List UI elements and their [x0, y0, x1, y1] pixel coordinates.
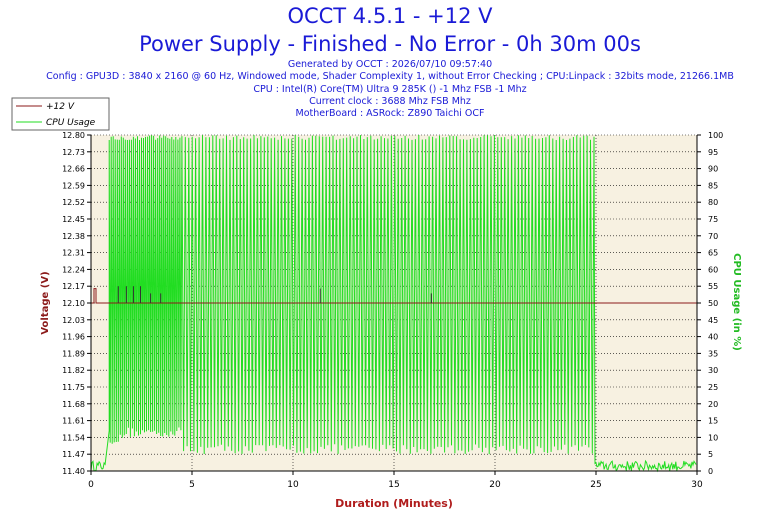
tick-label-left: 11.47 [62, 450, 85, 459]
tick-label-right: 60 [708, 265, 718, 274]
tick-label-right: 5 [708, 450, 713, 459]
tick-label-right: 75 [708, 215, 718, 224]
tick-label-left: 12.10 [62, 299, 85, 308]
info-config: Config : GPU3D : 3840 x 2160 @ 60 Hz, Wi… [46, 71, 734, 82]
tick-label-right: 10 [708, 433, 718, 442]
tick-label-right: 90 [708, 165, 718, 174]
tick-label-left: 11.96 [62, 333, 85, 342]
tick-label-right: 0 [708, 467, 713, 476]
tick-label-left: 12.03 [62, 316, 85, 325]
tick-label-x: 25 [590, 480, 601, 490]
legend-box [11, 97, 110, 131]
tick-label-right: 45 [708, 316, 718, 325]
tick-label-right: 30 [708, 366, 718, 375]
tick-label-left: 12.45 [62, 215, 85, 224]
tick-label-right: 35 [708, 349, 718, 358]
tick-label-left: 12.17 [62, 282, 85, 291]
tick-label-left: 12.73 [62, 148, 85, 157]
tick-label-x: 30 [691, 480, 703, 490]
tick-label-left: 11.61 [62, 417, 85, 426]
legend-label-cpu: CPU Usage [46, 118, 96, 128]
chart-title: OCCT 4.5.1 - +12 V [287, 4, 493, 28]
tick-label-right: 80 [708, 198, 718, 207]
tick-label-left: 11.82 [62, 366, 85, 375]
tick-label-left: 11.40 [62, 467, 85, 476]
y-axis-label-left: Voltage (V) [40, 271, 51, 334]
legend-label-voltage: +12 V [46, 102, 75, 112]
tick-label-right: 95 [708, 148, 718, 157]
cpu-usage-line [90, 134, 697, 473]
tick-label-x: 10 [287, 480, 299, 490]
tick-label-x: 0 [88, 480, 94, 490]
tick-label-right: 65 [708, 249, 718, 258]
tick-label-x: 20 [489, 480, 501, 490]
tick-label-right: 15 [708, 417, 718, 426]
voltage-line [91, 288, 697, 304]
tick-label-left: 12.66 [62, 165, 85, 174]
tick-label-left: 12.52 [62, 198, 85, 207]
tick-label-left: 11.68 [62, 400, 85, 409]
info-cpu: CPU : Intel(R) Core(TM) Ultra 9 285K () … [253, 84, 527, 95]
tick-label-right: 55 [708, 282, 718, 291]
info-motherboard: MotherBoard : ASRock: Z890 Taichi OCF [295, 108, 485, 119]
tick-label-left: 11.54 [62, 433, 85, 442]
tick-label-right: 85 [708, 181, 718, 190]
tick-label-x: 5 [189, 480, 195, 490]
y-axis-label-right: CPU Usage (in %) [731, 253, 742, 351]
tick-label-left: 12.24 [62, 265, 85, 274]
x-axis-label: Duration (Minutes) [335, 497, 453, 510]
tick-label-right: 20 [708, 400, 718, 409]
chart-subtitle: Power Supply - Finished - No Error - 0h … [139, 32, 641, 56]
info-clock: Current clock : 3688 Mhz FSB Mhz [309, 96, 471, 107]
tick-label-left: 12.80 [62, 131, 85, 140]
tick-label-left: 11.89 [62, 349, 85, 358]
tick-label-right: 100 [708, 131, 723, 140]
tick-label-right: 70 [708, 232, 718, 241]
tick-label-left: 12.31 [62, 249, 85, 258]
tick-label-x: 15 [388, 480, 399, 490]
info-generated: Generated by OCCT : 2026/07/10 09:57:40 [287, 59, 493, 70]
tick-label-left: 12.59 [62, 181, 85, 190]
tick-label-left: 12.38 [62, 232, 85, 241]
tick-label-left: 11.75 [62, 383, 85, 392]
tick-label-right: 40 [708, 333, 718, 342]
tick-label-right: 25 [708, 383, 718, 392]
tick-label-right: 50 [708, 299, 718, 308]
